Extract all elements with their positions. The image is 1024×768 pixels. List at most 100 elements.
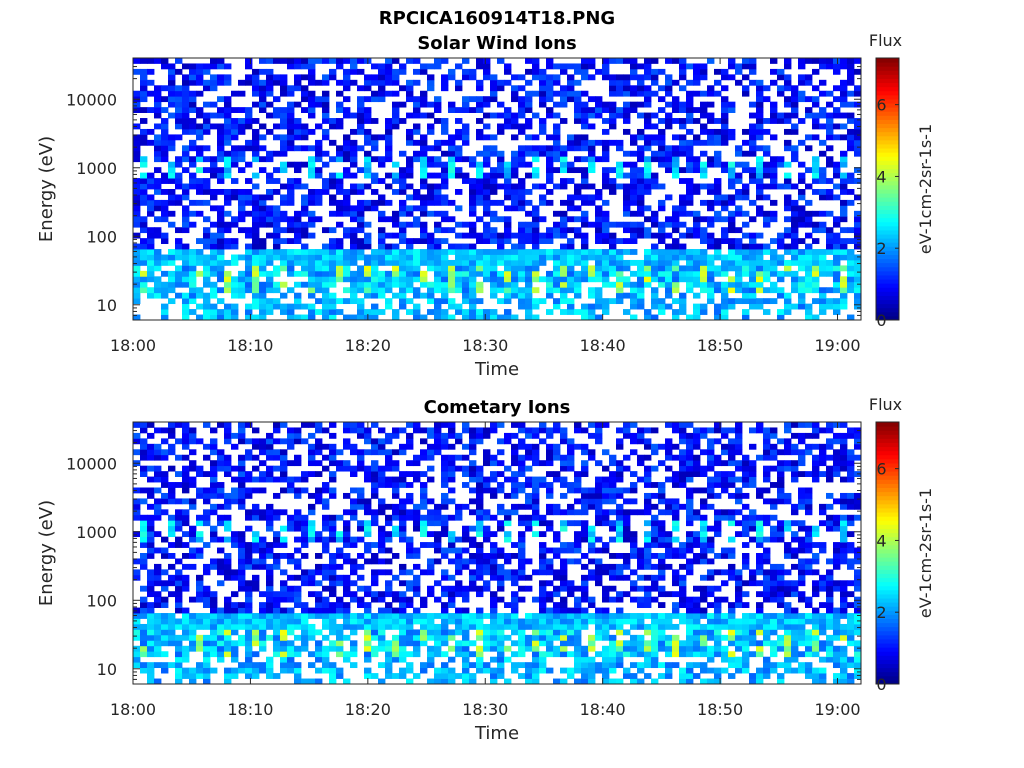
heatmap-cell <box>266 618 274 625</box>
heatmap-cell <box>770 249 778 255</box>
heatmap-cell <box>147 90 155 97</box>
heatmap-cell <box>448 629 456 636</box>
heatmap-cell <box>182 314 190 321</box>
heatmap-cell <box>301 123 309 130</box>
heatmap-cell <box>497 422 505 428</box>
heatmap-cell <box>602 270 610 277</box>
heatmap-cell <box>546 74 554 81</box>
heatmap-cell <box>343 232 351 239</box>
heatmap-cell <box>525 634 533 641</box>
heatmap-cell <box>441 553 449 559</box>
heatmap-cell <box>168 542 176 548</box>
heatmap-cell <box>147 591 155 598</box>
heatmap-cell <box>455 454 463 461</box>
heatmap-cell <box>595 205 603 212</box>
heatmap-cell <box>196 667 204 674</box>
heatmap-cell <box>238 438 246 445</box>
heatmap-cell <box>714 128 722 135</box>
heatmap-cell <box>553 167 561 174</box>
heatmap-cell <box>623 90 631 97</box>
heatmap-cell <box>273 287 281 294</box>
heatmap-cell <box>413 221 421 228</box>
heatmap-cell <box>763 265 771 272</box>
heatmap-cell <box>553 265 561 272</box>
heatmap-cell <box>231 656 239 663</box>
heatmap-cell <box>651 249 659 255</box>
heatmap-cell <box>343 574 351 581</box>
heatmap-cell <box>273 640 281 647</box>
heatmap-cell <box>217 227 225 234</box>
heatmap-cell <box>224 640 232 647</box>
heatmap-cell <box>252 101 260 108</box>
heatmap-cell <box>189 161 197 168</box>
heatmap-cell <box>259 79 267 86</box>
heatmap-cell <box>798 205 806 212</box>
heatmap-cell <box>693 210 701 217</box>
heatmap-cell <box>189 276 197 283</box>
heatmap-cell <box>707 287 715 294</box>
heatmap-cell <box>168 145 176 152</box>
heatmap-cell <box>140 645 148 652</box>
heatmap-cell <box>399 276 407 283</box>
heatmap-cell <box>672 287 680 294</box>
heatmap-cell <box>182 531 190 538</box>
heatmap-cell <box>756 172 764 179</box>
heatmap-cell <box>217 634 225 641</box>
heatmap-cell <box>623 276 631 283</box>
heatmap-cell <box>707 161 715 168</box>
heatmap-cell <box>210 194 218 201</box>
heatmap-cell <box>476 107 484 113</box>
heatmap-cell <box>231 314 239 321</box>
heatmap-cell <box>518 531 526 538</box>
heatmap-cell <box>637 199 645 206</box>
heatmap-cell <box>686 227 694 234</box>
heatmap-cell <box>826 298 834 305</box>
heatmap-cell <box>147 667 155 674</box>
heatmap-cell <box>427 514 435 521</box>
heatmap-cell <box>266 68 274 75</box>
heatmap-cell <box>854 90 862 97</box>
heatmap-cell <box>322 79 330 86</box>
heatmap-cell <box>616 249 624 255</box>
heatmap-cell <box>588 270 596 277</box>
heatmap-cell <box>833 270 841 277</box>
heatmap-cell <box>665 216 673 223</box>
heatmap-cell <box>371 134 379 141</box>
heatmap-cell <box>476 547 484 554</box>
heatmap-cell <box>322 101 330 108</box>
heatmap-cell <box>280 85 288 92</box>
heatmap-cell <box>406 580 414 587</box>
heatmap-cell <box>441 281 449 288</box>
heatmap-cell <box>532 58 540 64</box>
heatmap-cell <box>287 238 295 244</box>
heatmap-cell <box>518 161 526 168</box>
heatmap-cell <box>532 460 540 467</box>
heatmap-cell <box>315 139 323 146</box>
heatmap-cell <box>273 454 281 461</box>
heatmap-cell <box>245 525 253 532</box>
heatmap-cell <box>196 596 204 603</box>
heatmap-cell <box>455 618 463 625</box>
heatmap-cell <box>455 276 463 283</box>
heatmap-cell <box>371 634 379 641</box>
heatmap-cell <box>476 503 484 510</box>
heatmap-cell <box>406 536 414 543</box>
heatmap-cell <box>189 427 197 434</box>
heatmap-cell <box>427 298 435 305</box>
heatmap-cell <box>546 134 554 141</box>
heatmap-cell <box>448 465 456 472</box>
heatmap-cell <box>154 645 162 652</box>
heatmap-cell <box>798 254 806 261</box>
heatmap-cell <box>784 199 792 206</box>
heatmap-cell <box>308 536 316 543</box>
heatmap-cell <box>609 265 617 272</box>
heatmap-cell <box>371 156 379 163</box>
heatmap-cell <box>140 634 148 641</box>
heatmap-cell <box>245 591 253 598</box>
heatmap-cell <box>315 123 323 130</box>
heatmap-cell <box>203 645 211 652</box>
heatmap-cell <box>357 189 365 195</box>
heatmap-cell <box>574 112 582 119</box>
heatmap-cell <box>238 569 246 576</box>
heatmap-cell <box>266 432 274 439</box>
